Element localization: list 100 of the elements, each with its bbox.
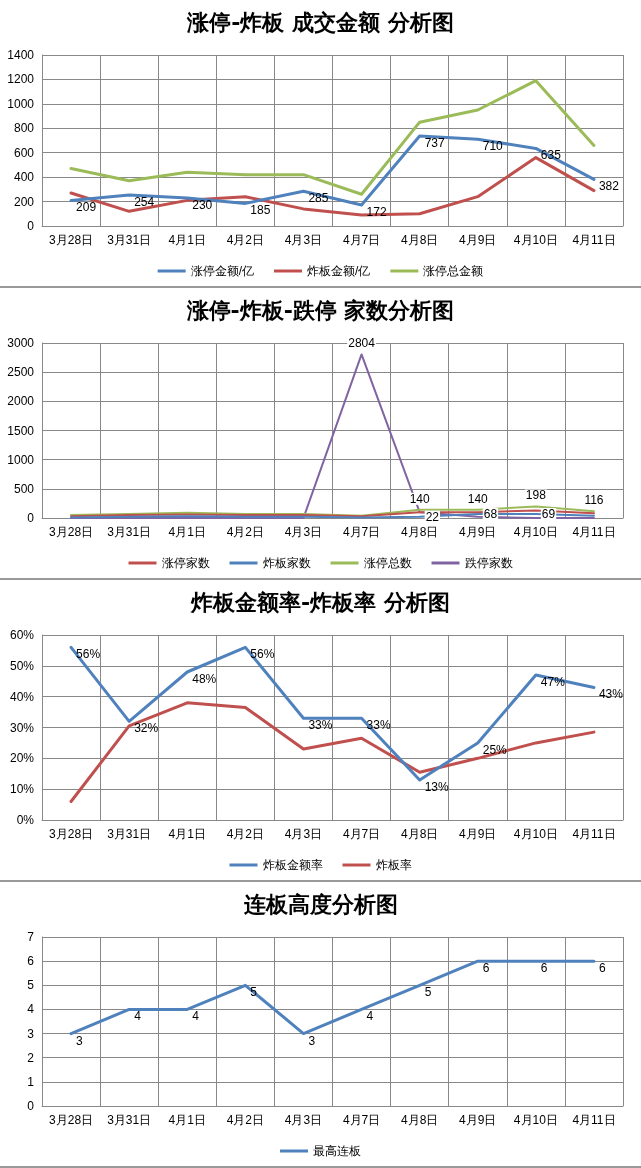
data-label: 6 [540, 961, 548, 976]
x-tick-label: 4月7日 [342, 1113, 381, 1127]
y-tick-label: 1400 [7, 48, 35, 62]
y-tick-label: 0 [27, 511, 35, 525]
y-tick-label: 10% [9, 782, 35, 797]
data-label: 5 [424, 985, 432, 1000]
x-tick-label: 4月3日 [284, 525, 323, 539]
data-label: 69 [541, 506, 556, 521]
data-label: 230 [192, 197, 213, 212]
data-label: 56% [250, 647, 275, 662]
data-label: 737 [424, 135, 445, 150]
y-tick-label: 3 [27, 1026, 35, 1041]
y-tick-label: 2000 [7, 394, 35, 409]
x-tick-label: 4月7日 [342, 827, 381, 841]
data-label: 2804 [348, 336, 376, 351]
data-label: 22 [425, 509, 440, 524]
x-tick-label: 4月3日 [284, 1113, 323, 1127]
x-tick-label: 4月8日 [400, 525, 439, 539]
x-tick-label: 4月1日 [168, 233, 206, 247]
x-tick-label: 4月11日 [572, 525, 616, 539]
chart-title: 涨停-炸板 成交金额 分析图 [186, 9, 454, 35]
y-tick-label: 5 [27, 978, 35, 993]
chart-title: 连板高度分析图 [242, 891, 398, 917]
data-label: 56% [76, 647, 101, 662]
y-tick-label: 60% [9, 628, 35, 642]
legend-label: 最高连板 [313, 1144, 361, 1158]
legend-label: 炸板金额/亿 [307, 264, 371, 278]
x-tick-label: 4月2日 [226, 233, 265, 247]
x-tick-label: 3月31日 [107, 1113, 152, 1127]
y-tick-label: 2 [27, 1050, 35, 1065]
y-tick-label: 1200 [7, 72, 35, 87]
y-tick-label: 0% [16, 813, 35, 827]
x-tick-label: 4月2日 [226, 1113, 265, 1127]
x-tick-label: 4月9日 [459, 525, 497, 539]
x-tick-label: 4月8日 [400, 233, 439, 247]
y-tick-label: 50% [9, 658, 35, 673]
data-label: 140 [409, 491, 430, 506]
legend-label: 炸板金额率 [262, 858, 323, 872]
x-tick-label: 4月2日 [226, 827, 265, 841]
data-label: 382 [598, 179, 620, 194]
x-tick-label: 3月28日 [49, 525, 94, 539]
x-tick-label: 4月3日 [284, 827, 323, 841]
y-tick-label: 6 [27, 954, 35, 969]
x-tick-label: 4月3日 [284, 233, 323, 247]
data-label: 4 [366, 1009, 374, 1024]
data-label: 6 [482, 961, 490, 976]
x-tick-label: 4月1日 [168, 525, 206, 539]
data-label: 3 [76, 1033, 84, 1048]
x-tick-label: 3月31日 [107, 233, 152, 247]
y-tick-label: 20% [9, 751, 35, 766]
data-label: 48% [192, 672, 217, 686]
x-tick-label: 4月2日 [226, 525, 265, 539]
x-tick-label: 4月7日 [342, 525, 381, 539]
data-label: 6 [598, 961, 606, 976]
line-series [69, 959, 596, 1036]
y-tick-label: 30% [9, 720, 35, 735]
chart-title: 炸板金额率-炸板率 分析图 [190, 589, 450, 615]
x-tick-label: 3月31日 [107, 827, 152, 841]
x-tick-label: 4月1日 [168, 1113, 206, 1127]
x-tick-label: 3月28日 [49, 827, 94, 841]
x-tick-label: 4月10日 [513, 827, 558, 841]
y-tick-label: 4 [27, 1002, 35, 1017]
data-label: 4 [134, 1009, 142, 1024]
data-label: 47% [540, 675, 566, 690]
y-tick-label: 2500 [7, 365, 35, 380]
x-tick-label: 3月28日 [49, 1113, 94, 1127]
x-tick-label: 4月9日 [459, 233, 497, 247]
y-tick-label: 400 [13, 170, 35, 185]
y-tick-label: 500 [13, 481, 35, 496]
legend-label: 涨停金额/亿 [190, 264, 255, 278]
y-tick-label: 7 [27, 930, 35, 944]
y-tick-label: 1000 [7, 452, 35, 467]
line-series [69, 701, 596, 803]
x-tick-label: 4月11日 [572, 1113, 616, 1127]
data-label: 4 [192, 1009, 200, 1024]
chart-title: 涨停-炸板-跌停 家数分析图 [185, 297, 455, 323]
legend-label: 涨停总金额 [423, 264, 484, 278]
data-label: 13% [424, 779, 449, 794]
y-tick-label: 1000 [7, 96, 35, 111]
data-label: 43% [598, 687, 624, 702]
y-tick-label: 200 [13, 194, 35, 209]
x-tick-label: 4月11日 [572, 827, 616, 841]
x-tick-label: 4月10日 [513, 525, 558, 539]
legend-label: 涨停总数 [363, 556, 412, 570]
data-label: 116 [584, 493, 604, 508]
y-tick-label: 800 [13, 121, 35, 136]
legend-label: 跌停家数 [464, 556, 513, 570]
line-series [69, 645, 596, 782]
data-label: 209 [76, 200, 97, 215]
x-tick-label: 4月8日 [400, 1113, 439, 1127]
legend-label: 炸板家数 [262, 556, 311, 570]
y-tick-label: 40% [9, 689, 35, 704]
y-tick-label: 0 [27, 219, 35, 233]
data-label: 68 [483, 507, 498, 522]
y-tick-label: 600 [13, 145, 35, 160]
y-tick-label: 3000 [7, 336, 35, 350]
y-tick-label: 1 [27, 1074, 35, 1089]
data-label: 32% [134, 721, 159, 736]
data-label: 198 [525, 488, 547, 503]
y-tick-label: 0 [27, 1099, 35, 1113]
